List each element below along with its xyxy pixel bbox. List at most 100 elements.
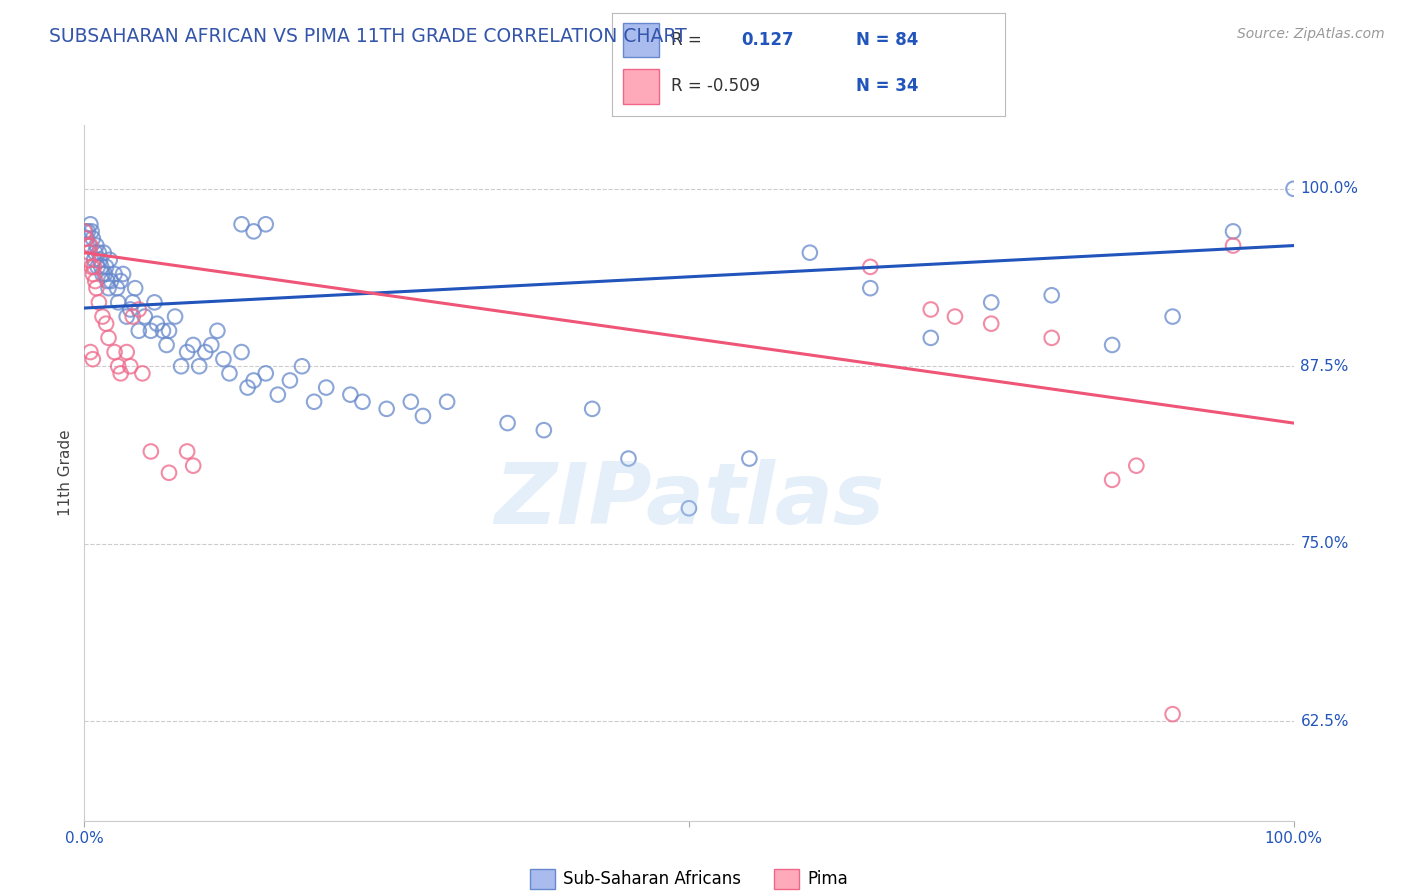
Point (76, 238, 98, 252)
Point (399, 394, 422, 409)
Point (581, 401, 603, 416)
Point (157, 324, 180, 338)
Point (110, 274, 132, 288)
Point (181, 458, 204, 473)
Point (194, 345, 217, 359)
Point (231, 217, 253, 231)
Point (152, 324, 174, 338)
Y-axis label: 11th Grade: 11th Grade (58, 429, 73, 516)
Point (76, 231, 98, 245)
Point (94, 267, 117, 281)
Point (242, 374, 264, 388)
Text: 62.5%: 62.5% (1301, 714, 1348, 729)
Point (87, 295, 110, 310)
Point (82, 267, 104, 281)
Text: N = 34: N = 34 (856, 78, 918, 95)
Point (1222, 224, 1244, 238)
Point (254, 217, 277, 231)
Point (1040, 331, 1063, 345)
Point (1161, 707, 1184, 722)
Point (100, 274, 122, 288)
Point (143, 295, 166, 310)
Point (77, 245, 100, 260)
Point (920, 331, 942, 345)
Point (943, 310, 966, 324)
Point (181, 338, 204, 352)
Point (110, 367, 132, 381)
Point (1161, 310, 1184, 324)
Point (207, 324, 229, 338)
Point (412, 409, 434, 423)
Point (352, 394, 374, 409)
Text: 75.0%: 75.0% (1301, 536, 1348, 551)
Point (91, 310, 114, 324)
Point (155, 338, 177, 352)
Text: ZIPatlas: ZIPatlas (494, 459, 884, 542)
Point (86, 238, 108, 252)
Text: 87.5%: 87.5% (1301, 359, 1348, 374)
Point (176, 345, 198, 359)
Point (134, 310, 156, 324)
Point (79, 345, 101, 359)
Point (799, 245, 821, 260)
Point (254, 367, 277, 381)
Point (533, 423, 555, 437)
Point (170, 359, 193, 374)
Point (236, 380, 259, 394)
Point (115, 310, 138, 324)
Point (496, 416, 519, 430)
Point (980, 317, 1002, 331)
Point (86, 260, 108, 274)
Point (87, 245, 110, 260)
Point (80, 260, 103, 274)
Point (302, 394, 325, 409)
Text: N = 84: N = 84 (856, 31, 918, 49)
Point (86, 281, 108, 295)
Text: Source: ZipAtlas.com: Source: ZipAtlas.com (1237, 27, 1385, 41)
Point (212, 352, 235, 367)
Point (139, 324, 162, 338)
Text: SUBSAHARAN AFRICAN VS PIMA 11TH GRADE CORRELATION CHART: SUBSAHARAN AFRICAN VS PIMA 11TH GRADE CO… (49, 27, 688, 45)
Point (104, 267, 127, 281)
Point (859, 260, 882, 274)
Point (375, 401, 398, 416)
Point (278, 374, 301, 388)
Point (94, 317, 117, 331)
Point (920, 302, 942, 317)
Point (1282, 182, 1305, 196)
Point (1125, 458, 1147, 473)
Point (1222, 238, 1244, 252)
Point (339, 387, 361, 401)
Point (291, 359, 314, 374)
Point (104, 345, 127, 359)
Point (176, 444, 198, 458)
Point (267, 387, 290, 401)
Point (1101, 473, 1123, 487)
Point (231, 345, 253, 359)
Point (97, 331, 120, 345)
Point (157, 466, 180, 480)
Point (90, 260, 112, 274)
Point (83, 252, 105, 267)
Point (188, 359, 211, 374)
Point (93, 245, 115, 260)
Point (83, 260, 105, 274)
Point (678, 501, 700, 516)
Point (97, 281, 120, 295)
Point (146, 317, 169, 331)
Point (115, 345, 138, 359)
Point (121, 310, 143, 324)
Text: R =: R = (671, 31, 702, 49)
Point (105, 281, 128, 295)
Point (96, 274, 118, 288)
Point (436, 394, 458, 409)
Legend: Sub-Saharan Africans, Pima: Sub-Saharan Africans, Pima (523, 863, 855, 892)
Point (98, 252, 121, 267)
Point (738, 451, 761, 466)
Point (84, 245, 107, 260)
Point (107, 295, 129, 310)
Point (128, 302, 150, 317)
Point (79, 238, 101, 252)
Point (112, 267, 135, 281)
Point (163, 310, 186, 324)
